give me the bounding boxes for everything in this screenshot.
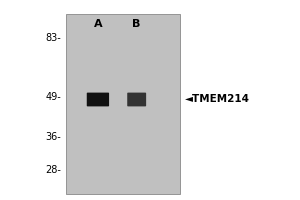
Text: B: B: [133, 19, 141, 29]
Text: A: A: [94, 19, 102, 29]
Text: 36-: 36-: [46, 132, 62, 142]
Text: 49-: 49-: [46, 92, 62, 102]
FancyBboxPatch shape: [87, 93, 109, 106]
FancyBboxPatch shape: [127, 93, 146, 106]
Text: ◄TMEM214: ◄TMEM214: [184, 94, 250, 104]
Text: 83-: 83-: [46, 33, 62, 43]
Text: 28-: 28-: [46, 165, 62, 175]
Bar: [66, 14, 180, 194]
